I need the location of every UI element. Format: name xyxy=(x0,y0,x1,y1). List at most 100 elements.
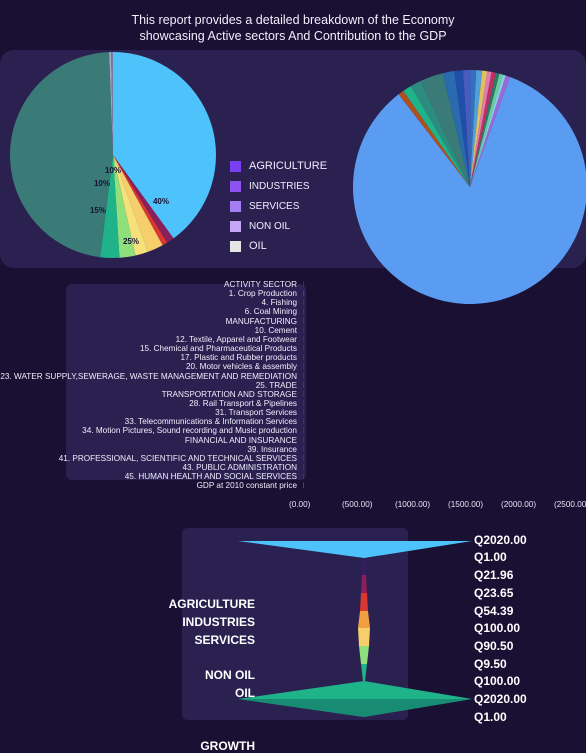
pie1-slice xyxy=(113,155,163,252)
bar xyxy=(303,436,304,443)
bar-category-label: FINANCIAL AND INSURANCE xyxy=(184,435,297,445)
pie1-slice-label: 15% xyxy=(90,206,106,215)
funnel-category-label: INDUSTRIES xyxy=(182,615,255,629)
report-header: This report provides a detailed breakdow… xyxy=(0,12,586,44)
funnel-value-label: Q100.00 xyxy=(474,621,521,635)
bar xyxy=(303,363,304,370)
pie2-slice xyxy=(454,70,470,187)
funnel-category-label: OIL xyxy=(235,686,255,700)
bar-category-label: 39. Insurance xyxy=(247,444,297,454)
bar xyxy=(303,281,304,287)
funnel-category-label: NON OIL xyxy=(205,668,255,682)
pie1-slice xyxy=(109,52,113,156)
header-line-1: This report provides a detailed breakdow… xyxy=(131,13,455,27)
bar-category-label: GDP at 2010 constant price xyxy=(196,481,297,491)
pie2-slice xyxy=(420,73,470,187)
bar-category-label: 31. Transport Services xyxy=(215,408,297,418)
funnel-segment xyxy=(358,611,370,628)
legend-label: INDUSTRIES xyxy=(249,180,310,192)
pie1-slice xyxy=(111,52,113,155)
legend-swatch xyxy=(230,200,241,212)
bar xyxy=(303,427,304,434)
legend-item-services[interactable]: SERVICES xyxy=(230,196,327,216)
bar xyxy=(303,409,304,416)
funnel-value-label: Q21.96 xyxy=(474,568,514,582)
pie2-slice xyxy=(470,70,477,187)
bar xyxy=(303,326,304,333)
legend-label: AGRICULTURE xyxy=(249,160,328,172)
funnel-value-label: Q23.65 xyxy=(474,586,514,600)
bar-category-label: TRANSPORTATION AND STORAGE xyxy=(161,389,297,399)
x-tick-label: (1500.00) xyxy=(448,500,484,509)
funnel-segment xyxy=(360,593,368,611)
funnel-segment xyxy=(359,646,369,664)
pie1-slice-label: 10% xyxy=(94,179,110,188)
funnel-value-label: Q54.39 xyxy=(474,604,514,618)
legend: AGRICULTURE INDUSTRIES SERVICES NON OIL … xyxy=(230,156,327,256)
legend-item-non-oil[interactable]: NON OIL xyxy=(230,216,327,236)
bar-category-label: 25. TRADE xyxy=(255,380,297,390)
bar-category-label: ACTIVITY SECTOR xyxy=(224,280,297,289)
pie2-slice xyxy=(470,73,504,187)
x-tick-label: (1000.00) xyxy=(395,500,431,509)
bar-chart-panel xyxy=(66,284,306,480)
bar xyxy=(303,464,304,470)
pie2-slice xyxy=(410,80,470,187)
funnel-value-label: Q2020.00 xyxy=(474,533,527,547)
funnel-segment-top xyxy=(238,541,472,558)
pie1-slice xyxy=(100,155,120,258)
bar-category-label: 20. Motor vehicles & assembly xyxy=(185,362,297,372)
pie1-slice xyxy=(10,52,113,258)
legend-item-industries[interactable]: INDUSTRIES xyxy=(230,176,327,196)
bar xyxy=(303,317,304,324)
pie2-slice xyxy=(470,75,511,187)
bar-category-label: 33. Telecommunications & Information Ser… xyxy=(124,417,297,427)
bar-category-label: 23. WATER SUPPLY,SEWERAGE, WASTE MANAGEM… xyxy=(0,371,297,381)
x-tick-label: (2000.00) xyxy=(501,500,537,509)
pie2-slice xyxy=(470,71,492,187)
pie1-slice xyxy=(113,155,168,246)
bar-category-label: 17. Plastic and Rubber products xyxy=(180,353,297,363)
funnel-value-label: Q2020.00 xyxy=(474,692,527,706)
pie2-slice xyxy=(470,74,506,187)
pie2-slice xyxy=(403,86,470,187)
bar-category-label: 15. Chemical and Pharmaceutical Products xyxy=(139,344,297,354)
bar xyxy=(303,308,304,315)
pie2-slice xyxy=(470,70,488,187)
bar xyxy=(303,335,304,342)
pie1-slice xyxy=(113,155,148,256)
bar xyxy=(303,372,304,379)
bar-category-label: 10. Cement xyxy=(254,325,297,335)
legend-item-agriculture[interactable]: AGRICULTURE xyxy=(230,156,327,176)
legend-swatch xyxy=(230,240,241,252)
legend-label: SERVICES xyxy=(249,200,300,212)
funnel-value-label: Q100.00 xyxy=(474,674,521,688)
bar-category-label: MANUFACTURING xyxy=(225,316,297,326)
legend-item-oil[interactable]: OIL xyxy=(230,236,327,256)
bar-category-label: 6. Coal Mining xyxy=(244,307,297,317)
charts-canvas: 40% 25% 15% 10% 10% xyxy=(10,52,586,717)
bar-category-label: 4. Fishing xyxy=(261,298,298,308)
bar xyxy=(303,454,304,461)
bar xyxy=(303,482,305,489)
legend-label: OIL xyxy=(249,240,267,252)
bar xyxy=(303,445,304,452)
legend-label: NON OIL xyxy=(249,220,291,232)
pie2-slice xyxy=(470,72,496,187)
funnel-value-label: Q1.00 xyxy=(474,550,507,564)
funnel-segment xyxy=(358,628,370,646)
pie2-slice xyxy=(463,70,471,187)
legend-swatch xyxy=(230,220,241,232)
pie2-slice xyxy=(470,72,500,187)
funnel-category-label: GROWTH xyxy=(200,739,255,753)
funnel-value-label: Q9.50 xyxy=(474,657,507,671)
bar-category-label: 28. Rail Transport & Pipelines xyxy=(189,398,297,408)
pie1-slice xyxy=(113,155,174,243)
pie1-slice-label: 40% xyxy=(153,197,169,206)
pie2-slice xyxy=(442,71,470,187)
bar-category-label: 1. Crop Production xyxy=(228,289,297,299)
funnel-category-label: SERVICES xyxy=(194,633,255,647)
bar-category-label: 34. Motion Pictures, Sound recording and… xyxy=(82,426,297,436)
funnel-category-label: AGRICULTURE xyxy=(168,597,255,611)
x-tick-label: (500.00) xyxy=(342,500,373,509)
